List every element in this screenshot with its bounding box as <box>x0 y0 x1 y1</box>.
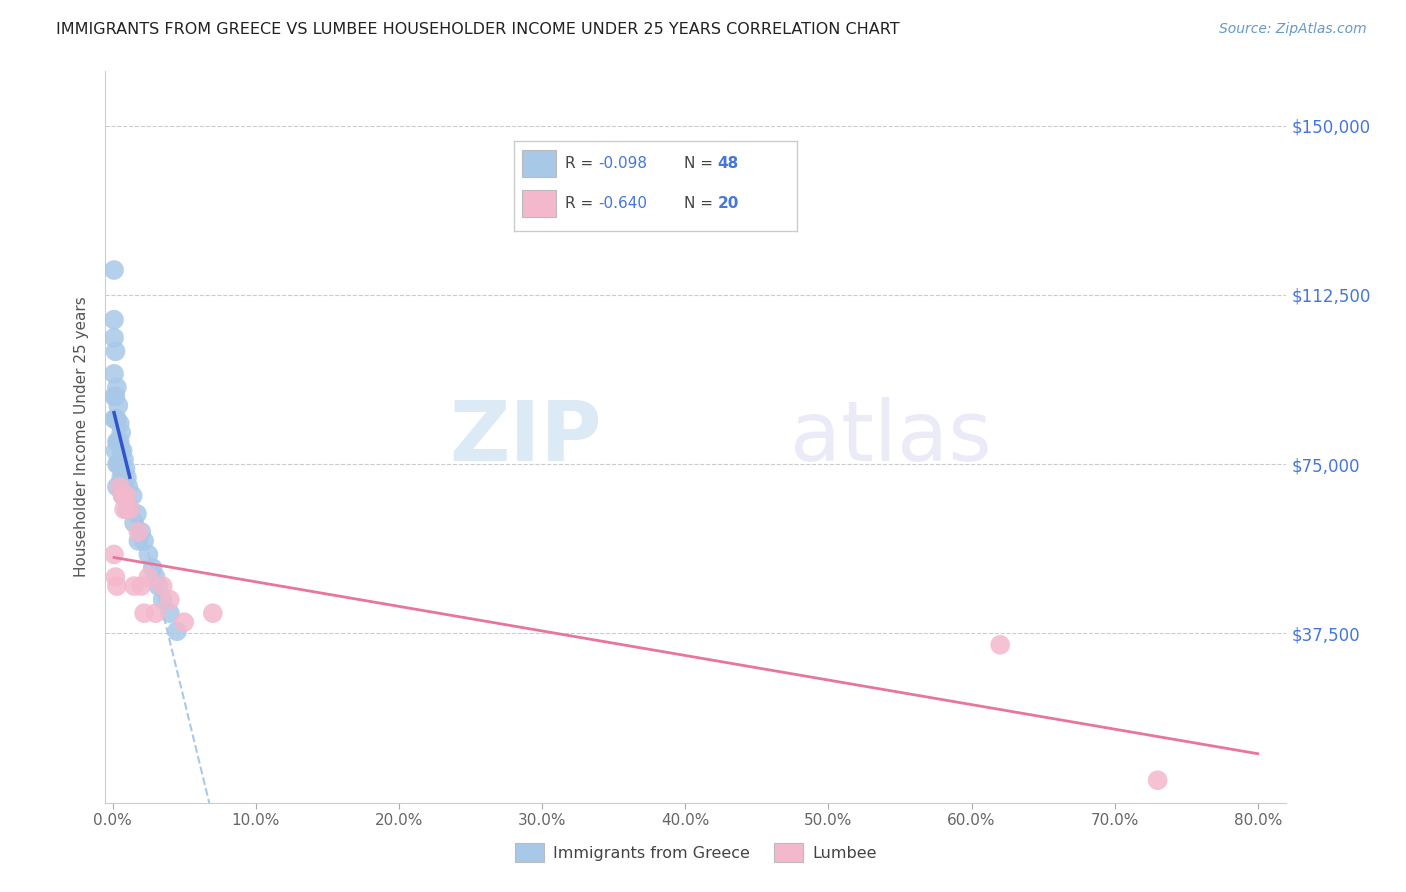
Point <box>117 480 139 494</box>
Point <box>110 425 132 440</box>
Point <box>108 480 131 494</box>
Point <box>103 548 125 562</box>
Point <box>108 434 131 449</box>
Text: R =: R = <box>565 156 598 171</box>
Point <box>104 443 127 458</box>
Point <box>111 489 134 503</box>
Point <box>105 579 128 593</box>
Point <box>166 624 188 639</box>
Point <box>103 331 125 345</box>
Point <box>1146 773 1168 788</box>
Text: ZIP: ZIP <box>449 397 602 477</box>
Point <box>111 489 134 503</box>
Point <box>104 344 127 359</box>
Point <box>105 434 128 449</box>
Text: 48: 48 <box>717 156 738 171</box>
Point <box>110 471 132 485</box>
Point <box>111 466 134 480</box>
Point <box>122 516 145 530</box>
Point <box>173 615 195 630</box>
Text: -0.098: -0.098 <box>599 156 648 171</box>
Point <box>103 367 125 381</box>
Point <box>127 533 149 548</box>
Text: N =: N = <box>683 196 717 211</box>
Point <box>103 263 125 277</box>
Point <box>159 606 181 620</box>
Text: 20: 20 <box>717 196 740 211</box>
Point <box>107 457 129 471</box>
Point <box>108 457 131 471</box>
Point <box>148 579 170 593</box>
Text: -0.640: -0.640 <box>599 196 648 211</box>
Bar <box>522 151 555 178</box>
Point <box>107 399 129 413</box>
Point <box>145 570 167 584</box>
Point <box>132 606 155 620</box>
Point <box>108 417 131 431</box>
Point <box>103 389 125 403</box>
Point <box>145 606 167 620</box>
Point <box>112 452 135 467</box>
Text: Source: ZipAtlas.com: Source: ZipAtlas.com <box>1219 22 1367 37</box>
Point <box>104 570 127 584</box>
Point <box>121 489 143 503</box>
Point <box>108 480 131 494</box>
Text: atlas: atlas <box>790 397 993 477</box>
Y-axis label: Householder Income Under 25 years: Householder Income Under 25 years <box>75 297 90 577</box>
Point <box>112 502 135 516</box>
Point <box>110 443 132 458</box>
Point <box>159 592 181 607</box>
Point <box>201 606 224 620</box>
Point <box>138 548 160 562</box>
Bar <box>522 191 555 218</box>
Point <box>152 592 174 607</box>
Point <box>138 570 160 584</box>
Point <box>127 524 149 539</box>
Point <box>107 434 129 449</box>
Point <box>114 461 136 475</box>
Point <box>152 579 174 593</box>
Legend: Immigrants from Greece, Lumbee: Immigrants from Greece, Lumbee <box>509 837 883 868</box>
Point <box>988 638 1011 652</box>
Point <box>115 471 138 485</box>
Point <box>118 502 141 516</box>
Point <box>105 380 128 394</box>
Point <box>105 457 128 471</box>
Point <box>129 579 152 593</box>
Point <box>103 312 125 326</box>
Point <box>118 502 141 516</box>
Point <box>132 533 155 548</box>
Point <box>105 412 128 426</box>
Point <box>104 412 127 426</box>
Point <box>142 561 165 575</box>
Point <box>122 579 145 593</box>
Point <box>125 507 148 521</box>
Point <box>129 524 152 539</box>
Point <box>115 489 138 503</box>
Point <box>103 412 125 426</box>
Point <box>104 389 127 403</box>
Text: IMMIGRANTS FROM GREECE VS LUMBEE HOUSEHOLDER INCOME UNDER 25 YEARS CORRELATION C: IMMIGRANTS FROM GREECE VS LUMBEE HOUSEHO… <box>56 22 900 37</box>
Text: R =: R = <box>565 196 598 211</box>
Point <box>105 480 128 494</box>
Point <box>111 443 134 458</box>
Text: N =: N = <box>683 156 717 171</box>
Point <box>115 502 138 516</box>
Point <box>112 480 135 494</box>
